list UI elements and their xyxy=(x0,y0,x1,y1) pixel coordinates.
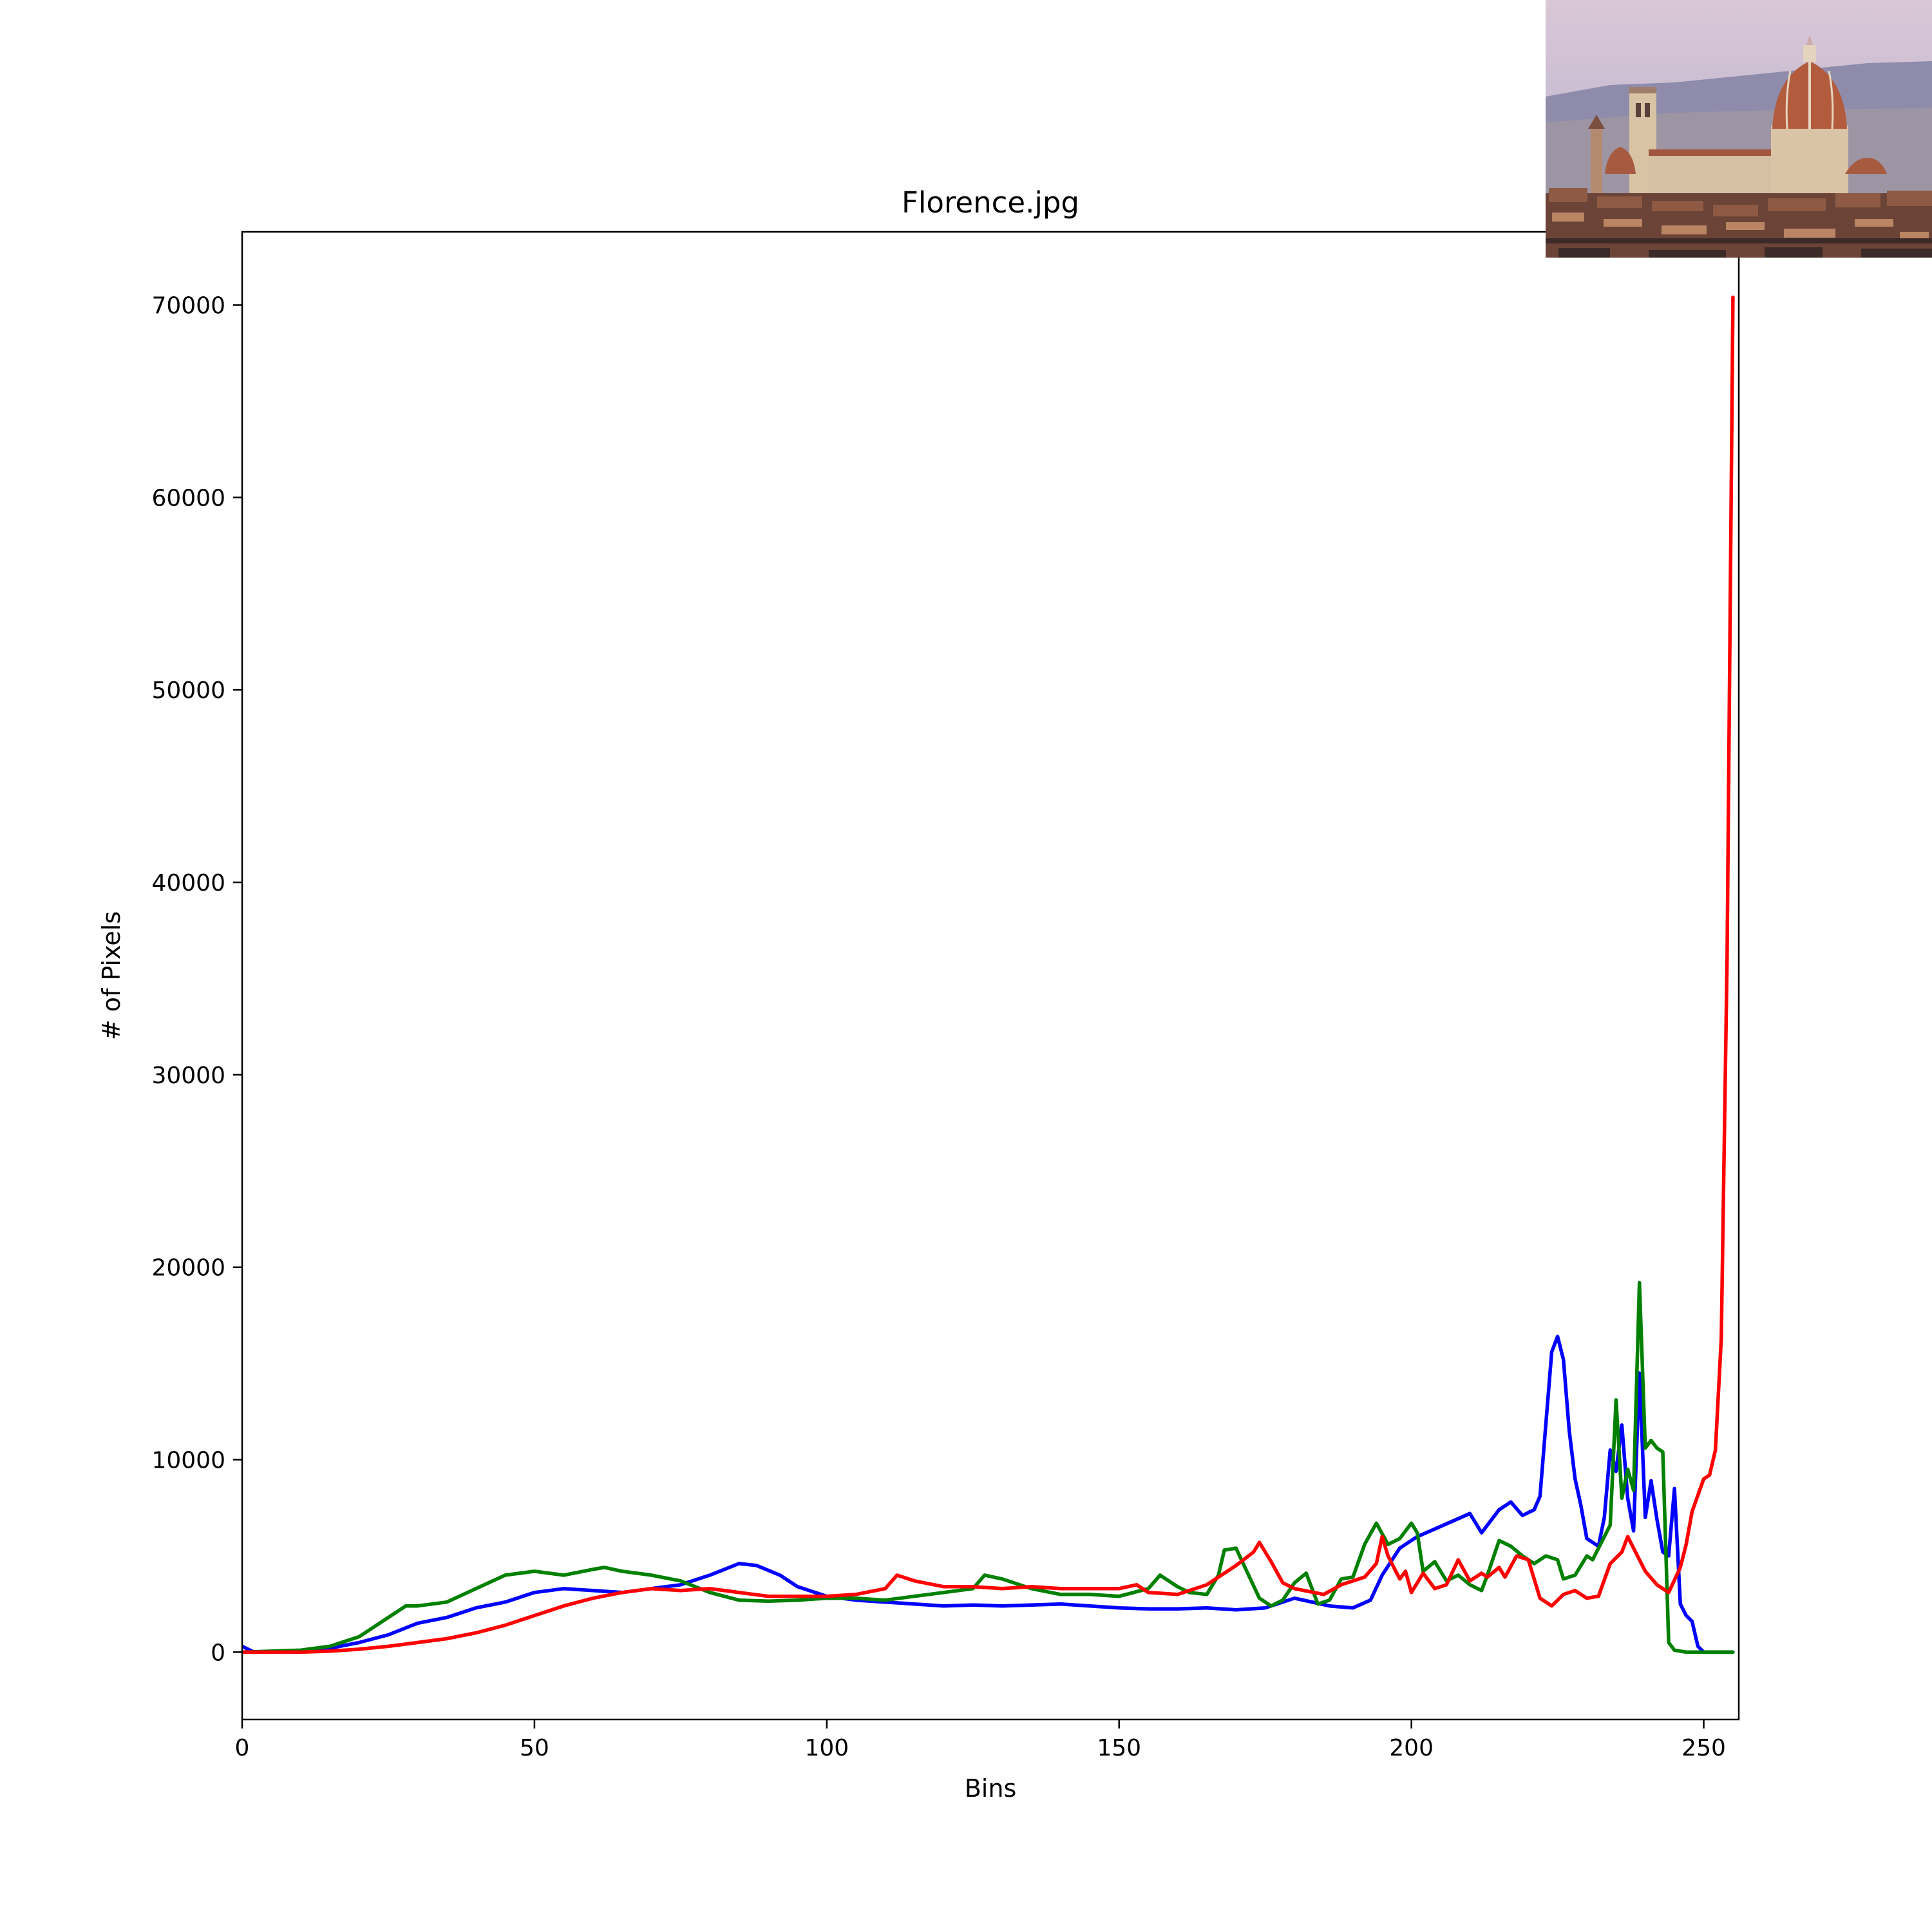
y-tick-label: 40000 xyxy=(151,870,225,896)
x-tick-label: 250 xyxy=(1681,1735,1726,1761)
x-axis-label: Bins xyxy=(965,1774,1017,1803)
florence-photo-thumbnail xyxy=(1546,0,1932,258)
y-axis-label: # of Pixels xyxy=(97,911,126,1040)
y-tick-label: 70000 xyxy=(151,293,225,319)
chart-title: Florence.jpg xyxy=(902,185,1079,220)
plot-frame xyxy=(241,231,1740,1721)
x-tick-label: 50 xyxy=(520,1735,549,1761)
y-tick-label: 30000 xyxy=(151,1063,225,1089)
y-tick-label: 0 xyxy=(211,1640,225,1666)
series-group xyxy=(242,295,1735,1654)
y-axis-ticks: 0 10000 20000 30000 40000 50000 60000 70000 xyxy=(151,293,242,1666)
series-line-2 xyxy=(242,295,1735,1654)
y-tick-label: 50000 xyxy=(151,677,225,704)
y-tick-label: 20000 xyxy=(151,1255,225,1282)
x-tick-label: 0 xyxy=(235,1735,250,1761)
x-tick-label: 100 xyxy=(804,1735,849,1761)
x-tick-label: 200 xyxy=(1389,1735,1434,1761)
plot-area xyxy=(241,231,1740,1721)
x-tick-label: 150 xyxy=(1097,1735,1141,1761)
series-line-1 xyxy=(242,1280,1735,1654)
y-tick-label: 60000 xyxy=(151,485,225,511)
y-tick-label: 10000 xyxy=(151,1448,225,1474)
x-axis-ticks: 0 50 100 150 200 250 xyxy=(235,1719,1726,1761)
